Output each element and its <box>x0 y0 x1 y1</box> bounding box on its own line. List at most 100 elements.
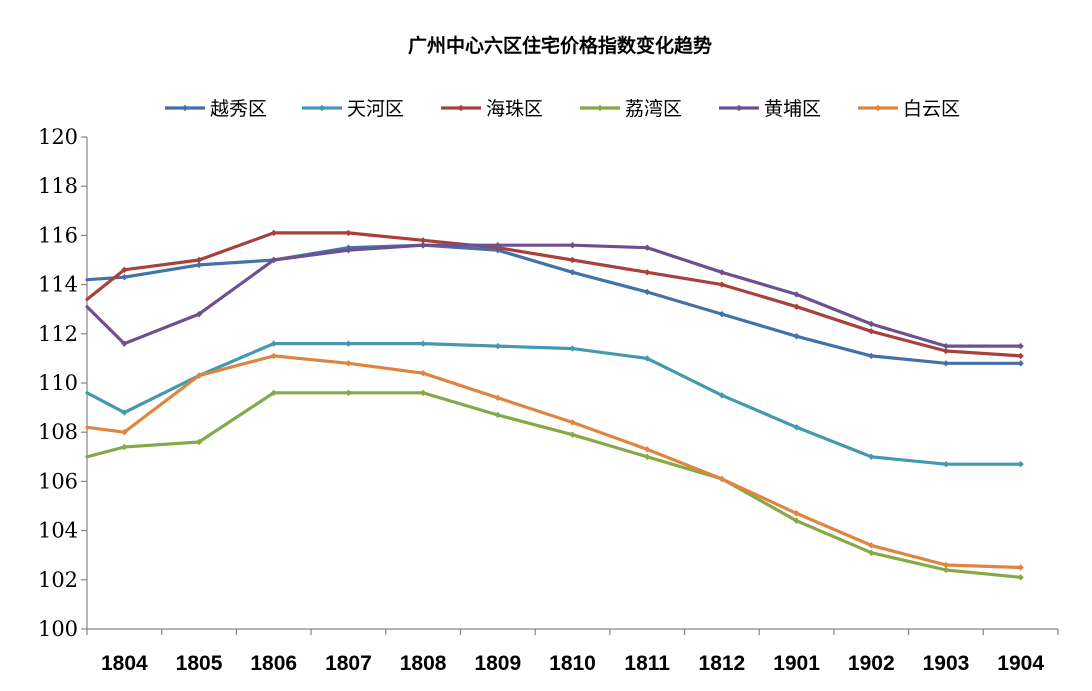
legend-marker <box>181 104 189 112</box>
data-point <box>942 460 950 468</box>
legend-item: 天河区 <box>302 98 404 120</box>
x-tick-label: 1806 <box>250 652 297 675</box>
x-tick-label: 1807 <box>325 652 372 675</box>
data-point <box>195 438 203 446</box>
y-tick-label: 120 <box>38 125 78 149</box>
series-line <box>85 354 1023 570</box>
legend: 越秀区 天河区 海珠区 荔湾区 黄埔区 白云区 <box>165 98 960 120</box>
data-point <box>1017 360 1024 367</box>
data-point <box>345 389 352 397</box>
x-tick-label: 1809 <box>474 652 521 675</box>
legend-label: 天河区 <box>347 98 404 120</box>
legend-item: 越秀区 <box>165 98 267 120</box>
data-point <box>569 242 576 249</box>
data-point <box>569 419 576 426</box>
data-point <box>195 310 203 318</box>
data-point <box>868 320 875 328</box>
data-point <box>1017 342 1024 350</box>
series-line <box>85 231 1023 358</box>
data-point <box>793 517 800 524</box>
x-tick-label: 1902 <box>848 652 895 675</box>
data-point <box>494 411 502 419</box>
x-tick-label: 1901 <box>773 652 820 675</box>
legend-marker <box>596 104 604 112</box>
data-point <box>419 369 427 377</box>
series-3 <box>85 229 1024 360</box>
legend-label: 越秀区 <box>210 98 267 120</box>
legend-marker <box>318 104 326 112</box>
y-tick-label: 118 <box>38 174 78 198</box>
x-tick-label: 1804 <box>101 652 148 675</box>
data-point <box>270 256 277 264</box>
y-tick-label: 106 <box>38 469 78 493</box>
y-tick-label: 104 <box>38 519 78 543</box>
data-point <box>793 303 800 310</box>
y-tick-label: 100 <box>38 617 78 641</box>
data-point <box>942 342 950 350</box>
series-4 <box>85 389 1024 581</box>
x-tick-label: 1904 <box>997 652 1044 675</box>
data-point <box>868 328 875 335</box>
data-point <box>793 291 800 298</box>
data-point <box>195 256 203 264</box>
data-point <box>195 372 203 379</box>
data-point <box>868 549 875 556</box>
data-point <box>868 453 875 460</box>
data-point <box>643 453 651 460</box>
data-point <box>121 340 128 347</box>
data-point <box>942 360 950 367</box>
data-point <box>270 229 277 237</box>
data-point <box>270 389 277 397</box>
data-point <box>121 274 128 281</box>
data-point <box>419 237 427 244</box>
y-tick-label: 108 <box>38 420 78 444</box>
data-point <box>793 424 800 431</box>
x-tick-label: 1810 <box>549 652 596 675</box>
legend-item: 黄埔区 <box>719 98 821 120</box>
y-tick-label: 114 <box>38 273 78 297</box>
data-point <box>345 340 352 347</box>
data-point <box>419 242 427 249</box>
x-tick-label: 1903 <box>923 652 970 675</box>
x-tick-label: 1811 <box>624 652 670 675</box>
data-point <box>942 347 950 355</box>
data-point <box>345 246 352 254</box>
y-tick-label: 116 <box>38 223 78 247</box>
chart-title: 广州中心六区住宅价格指数变化趋势 <box>408 34 712 57</box>
data-point <box>1017 352 1024 360</box>
legend-label: 荔湾区 <box>625 98 682 120</box>
data-point <box>195 261 203 269</box>
legend-item: 海珠区 <box>441 98 543 120</box>
data-point <box>793 333 800 340</box>
legend-item: 白云区 <box>858 98 960 120</box>
series-line <box>85 342 1023 466</box>
legend-marker <box>735 104 743 112</box>
data-point <box>569 269 576 276</box>
y-tick-label: 110 <box>38 371 78 395</box>
x-tick-label: 1812 <box>699 652 746 675</box>
legend-marker <box>457 104 465 112</box>
data-point <box>1017 574 1024 581</box>
data-point <box>793 510 800 517</box>
data-point <box>494 342 502 350</box>
data-point <box>419 389 427 397</box>
y-tick-label: 112 <box>38 322 78 346</box>
data-point <box>643 355 651 362</box>
data-point <box>942 561 950 569</box>
data-point <box>718 269 726 276</box>
data-point <box>868 542 875 549</box>
legend-label: 黄埔区 <box>764 98 821 120</box>
series-line <box>85 243 1023 365</box>
data-point <box>718 475 726 483</box>
legend-marker <box>874 104 882 112</box>
x-tick-label: 1805 <box>176 652 223 675</box>
data-point <box>569 431 576 438</box>
data-point <box>270 340 277 347</box>
data-point <box>1017 460 1024 468</box>
data-point <box>121 443 128 451</box>
series-5 <box>85 242 1024 350</box>
data-point <box>718 392 726 399</box>
y-tick-label: 102 <box>38 568 78 592</box>
data-point <box>121 429 128 436</box>
